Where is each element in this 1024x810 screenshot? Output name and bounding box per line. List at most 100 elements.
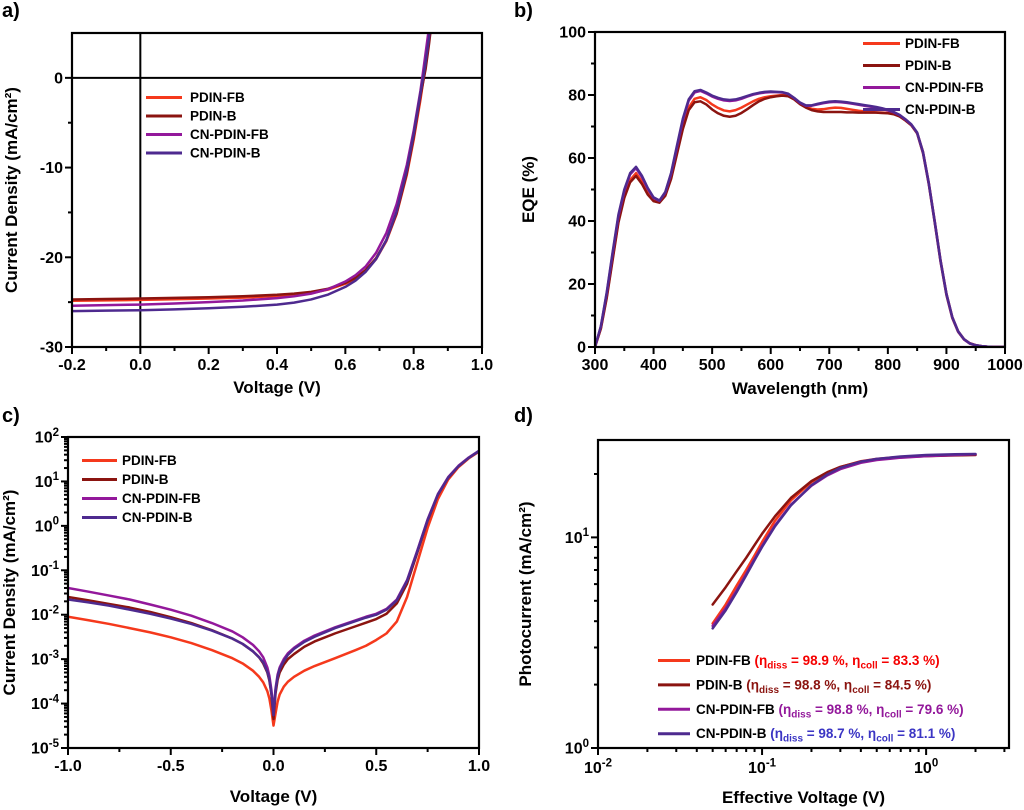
axis-tick-labels: 10-2 10-1 100 100 101 (565, 527, 938, 777)
panel-label-a: a) (2, 0, 20, 22)
y-tick-label: 80 (568, 88, 586, 105)
x-tick-label: 800 (875, 357, 902, 374)
legend-label-PDIN-FB: PDIN-FB (ηdiss = 98.9 %, ηcoll = 83.3 %) (696, 653, 940, 672)
panel-a: a) -0.2 0.0 0.2 0.4 0.6 0.8 1.0 0 -10 -20 -30 Volta… (0, 0, 512, 405)
series-line-CN-PDIN-B (72, 33, 431, 313)
legend-label-PDIN-B: PDIN-B (905, 58, 952, 73)
x-tick-label: 0.0 (129, 357, 151, 374)
x-tick-label: -0.2 (58, 357, 86, 374)
x-tick-label: 500 (699, 357, 726, 374)
x-tick-label: 0.8 (403, 357, 425, 374)
y-tick-label: -20 (40, 250, 63, 267)
legend-label-CN-PDIN-FB: CN-PDIN-FB (905, 80, 984, 95)
y-axis-title: EQE (%) (519, 156, 538, 223)
y-tick-label: 101 (35, 471, 60, 491)
y-tick-label: 60 (568, 151, 586, 168)
y-tick-label: 100 (559, 25, 586, 42)
series-lines (595, 88, 1005, 347)
y-tick-label: -30 (40, 340, 63, 357)
legend: PDIN-FB PDIN-B CN-PDIN-FB CN-PDIN-B (863, 36, 984, 117)
chart-a-jv-curves: -0.2 0.0 0.2 0.4 0.6 0.8 1.0 0 -10 -20 -30 Voltage … (2, 31, 493, 397)
y-tick-label: 102 (35, 427, 59, 447)
y-tick-label: -10 (40, 160, 63, 177)
panel-label-b: b) (514, 0, 533, 22)
x-tick-label: 10-1 (748, 757, 777, 777)
x-tick-label: 1.0 (468, 758, 490, 775)
panel-c: c) -1.0 -0.5 0.0 0.5 1.0 10-5 10-4 10-3 10-2 10-1… (0, 405, 512, 810)
y-tick-label: 10-1 (31, 560, 60, 580)
legend: PDIN-FB PDIN-B CN-PDIN-FB CN-PDIN-B (146, 90, 269, 161)
chart-c-dark-jv-log: -1.0 -0.5 0.0 0.5 1.0 10-5 10-4 10-3 10-2 10-1 100… (0, 427, 490, 806)
x-tick-label: -1.0 (54, 758, 82, 775)
x-axis-title: Voltage (V) (230, 787, 318, 806)
x-tick-label: 10-2 (584, 757, 612, 777)
plot-frame (596, 438, 1011, 750)
series-lines (68, 449, 479, 727)
reference-lines (72, 33, 482, 347)
legend-label-CN-PDIN-B: CN-PDIN-B (905, 102, 976, 117)
series-line-PDIN-FB (595, 93, 1005, 347)
x-tick-label: 300 (582, 357, 609, 374)
legend-label-CN-PDIN-FB: CN-PDIN-FB (ηdiss = 98.8 %, ηcoll = 79.6… (696, 702, 964, 721)
axis-ticks (588, 31, 1006, 354)
y-tick-label: 10-3 (31, 649, 59, 669)
legend-label-CN-PDIN-B: CN-PDIN-B (190, 146, 261, 161)
series-line-PDIN-FB (711, 453, 977, 625)
y-tick-label: 0 (577, 340, 586, 357)
legend: PDIN-FB PDIN-B CN-PDIN-FB CN-PDIN-B (82, 453, 201, 525)
legend-label-PDIN-B: PDIN-B (122, 472, 169, 487)
x-tick-label: 0.6 (334, 357, 356, 374)
chart-b-eqe-spectra: 300 400 500 600 700 800 900 1000 0 20 40 60 80 100 Wav… (519, 25, 1023, 399)
x-tick-label: 0.4 (266, 357, 288, 374)
x-tick-label: 1.0 (471, 357, 493, 374)
series-line-CN-PDIN-FB (711, 453, 977, 628)
series-line-CN-PDIN-B (595, 88, 1005, 347)
y-tick-label: 10-5 (31, 738, 60, 758)
legend-label-PDIN-FB: PDIN-FB (122, 453, 177, 468)
legend-label-PDIN-FB: PDIN-FB (905, 36, 960, 51)
series-line-CN-PDIN-B (711, 452, 977, 630)
y-tick-label: 101 (565, 527, 590, 547)
x-tick-label: 0.5 (365, 758, 387, 775)
y-axis-title: Current Density (mA/cm²) (2, 87, 21, 293)
axis-tick-labels: -0.2 0.0 0.2 0.4 0.6 0.8 1.0 0 -10 -20 -30 (40, 70, 493, 374)
series-line-PDIN-B (595, 94, 1005, 347)
axis-ticks (65, 76, 483, 354)
series-lines (711, 452, 977, 630)
series-line-PDIN-FB (68, 450, 479, 727)
y-tick-label: 100 (35, 516, 59, 536)
x-tick-label: 1000 (987, 357, 1023, 374)
x-tick-label: -0.5 (157, 758, 185, 775)
plot-frame (66, 435, 481, 750)
series-line-PDIN-B (711, 453, 977, 606)
y-tick-label: 0 (54, 70, 63, 87)
legend-label-PDIN-FB: PDIN-FB (190, 90, 245, 105)
legend-label-PDIN-B: PDIN-B (190, 109, 237, 124)
x-tick-label: 700 (816, 357, 843, 374)
x-tick-label: 600 (757, 357, 784, 374)
legend-label-CN-PDIN-B: CN-PDIN-B (122, 510, 193, 525)
series-lines (72, 33, 432, 313)
chart-d-photocurrent: 10-2 10-1 100 100 101 Effective Voltage (V) Ph… (516, 438, 1011, 807)
axis-tick-labels: -1.0 -0.5 0.0 0.5 1.0 10-5 10-4 10-3 10-2 10-1 100… (31, 427, 490, 775)
legend-label-CN-PDIN-FB: CN-PDIN-FB (122, 491, 201, 506)
x-tick-label: 400 (640, 357, 667, 374)
series-line-CN-PDIN-FB (595, 89, 1005, 347)
y-tick-label: 100 (565, 738, 589, 758)
y-tick-label: 20 (568, 277, 586, 294)
series-line-CN-PDIN-B (68, 449, 479, 717)
panel-b: b) 300 400 500 600 700 800 900 1000 0 20 40 60 80 100… (512, 0, 1024, 405)
legend: PDIN-FB (ηdiss = 98.9 %, ηcoll = 83.3 %)… (658, 653, 964, 745)
y-tick-label: 40 (568, 214, 586, 231)
y-axis-title: Photocurrent (mA/cm²) (516, 501, 535, 686)
y-tick-label: 10-4 (31, 693, 60, 713)
panel-label-d: d) (514, 405, 533, 427)
series-line-CN-PDIN-FB (68, 449, 479, 714)
legend-label-PDIN-B: PDIN-B (ηdiss = 98.8 %, ηcoll = 84.5 %) (696, 677, 931, 696)
legend-label-CN-PDIN-FB: CN-PDIN-FB (190, 127, 269, 142)
legend-label-CN-PDIN-B: CN-PDIN-B (ηdiss = 98.7 %, ηcoll = 81.1 … (696, 726, 955, 745)
x-tick-label: 100 (914, 757, 938, 777)
x-axis-title: Wavelength (nm) (732, 379, 868, 398)
panel-d: d) 10-2 10-1 100 100 101 Effective Voltage (V… (512, 405, 1024, 810)
